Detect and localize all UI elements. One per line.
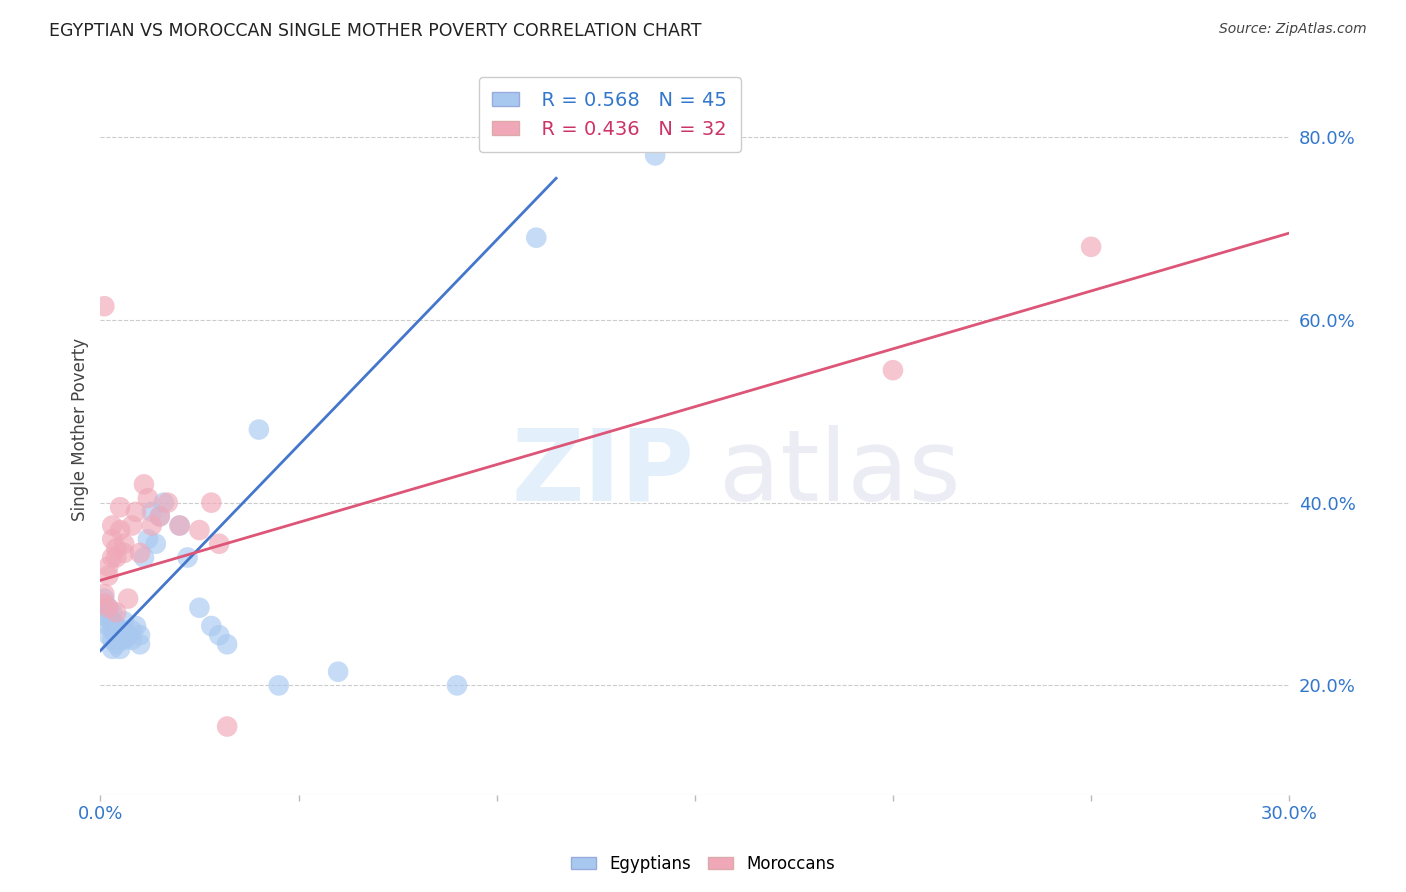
- Point: [129, 637, 152, 651]
- Point: [97, 619, 120, 633]
- Point: [121, 632, 143, 647]
- Legend:   R = 0.568   N = 45,   R = 0.436   N = 32: R = 0.568 N = 45, R = 0.436 N = 32: [478, 78, 741, 153]
- Point: [524, 230, 547, 244]
- Legend: Egyptians, Moroccans: Egyptians, Moroccans: [564, 848, 842, 880]
- Point: [208, 628, 231, 642]
- Text: ZIP: ZIP: [512, 425, 695, 522]
- Point: [105, 628, 128, 642]
- Point: [152, 496, 174, 510]
- Point: [129, 628, 152, 642]
- Text: atlas: atlas: [718, 425, 960, 522]
- Point: [136, 491, 159, 505]
- Point: [105, 637, 128, 651]
- Point: [101, 518, 124, 533]
- Point: [145, 537, 167, 551]
- Point: [112, 615, 135, 629]
- Point: [112, 632, 135, 647]
- Point: [121, 624, 143, 638]
- Point: [93, 610, 115, 624]
- Point: [200, 496, 222, 510]
- Point: [101, 550, 124, 565]
- Point: [644, 148, 666, 162]
- Point: [112, 537, 135, 551]
- Point: [97, 559, 120, 574]
- Point: [136, 532, 159, 546]
- Text: EGYPTIAN VS MOROCCAN SINGLE MOTHER POVERTY CORRELATION CHART: EGYPTIAN VS MOROCCAN SINGLE MOTHER POVER…: [49, 22, 702, 40]
- Point: [176, 550, 198, 565]
- Point: [108, 523, 131, 537]
- Point: [169, 518, 191, 533]
- Point: [93, 587, 115, 601]
- Point: [108, 632, 131, 647]
- Point: [93, 596, 115, 610]
- Point: [188, 600, 211, 615]
- Point: [93, 600, 115, 615]
- Point: [217, 719, 239, 733]
- Point: [93, 299, 115, 313]
- Point: [132, 477, 155, 491]
- Point: [97, 568, 120, 582]
- Point: [108, 641, 131, 656]
- Point: [200, 619, 222, 633]
- Point: [97, 628, 120, 642]
- Point: [108, 500, 131, 515]
- Point: [97, 600, 120, 615]
- Point: [446, 678, 468, 692]
- Point: [93, 591, 115, 606]
- Point: [105, 541, 128, 556]
- Text: Source: ZipAtlas.com: Source: ZipAtlas.com: [1219, 22, 1367, 37]
- Point: [1080, 240, 1102, 254]
- Y-axis label: Single Mother Poverty: Single Mother Poverty: [72, 338, 89, 521]
- Point: [101, 641, 124, 656]
- Point: [101, 615, 124, 629]
- Point: [169, 518, 191, 533]
- Point: [97, 610, 120, 624]
- Point: [112, 546, 135, 560]
- Point: [105, 619, 128, 633]
- Point: [117, 591, 139, 606]
- Point: [326, 665, 349, 679]
- Point: [217, 637, 239, 651]
- Point: [149, 509, 172, 524]
- Point: [125, 619, 148, 633]
- Point: [101, 632, 124, 647]
- Point: [101, 605, 124, 619]
- Point: [105, 550, 128, 565]
- Point: [141, 518, 163, 533]
- Point: [141, 505, 163, 519]
- Point: [156, 496, 179, 510]
- Point: [149, 509, 172, 524]
- Point: [125, 505, 148, 519]
- Point: [117, 628, 139, 642]
- Point: [882, 363, 904, 377]
- Point: [129, 546, 152, 560]
- Point: [101, 532, 124, 546]
- Point: [121, 518, 143, 533]
- Point: [267, 678, 290, 692]
- Point: [208, 537, 231, 551]
- Point: [101, 624, 124, 638]
- Point: [247, 423, 270, 437]
- Point: [108, 624, 131, 638]
- Point: [132, 550, 155, 565]
- Point: [112, 624, 135, 638]
- Point: [97, 600, 120, 615]
- Point: [188, 523, 211, 537]
- Point: [105, 605, 128, 619]
